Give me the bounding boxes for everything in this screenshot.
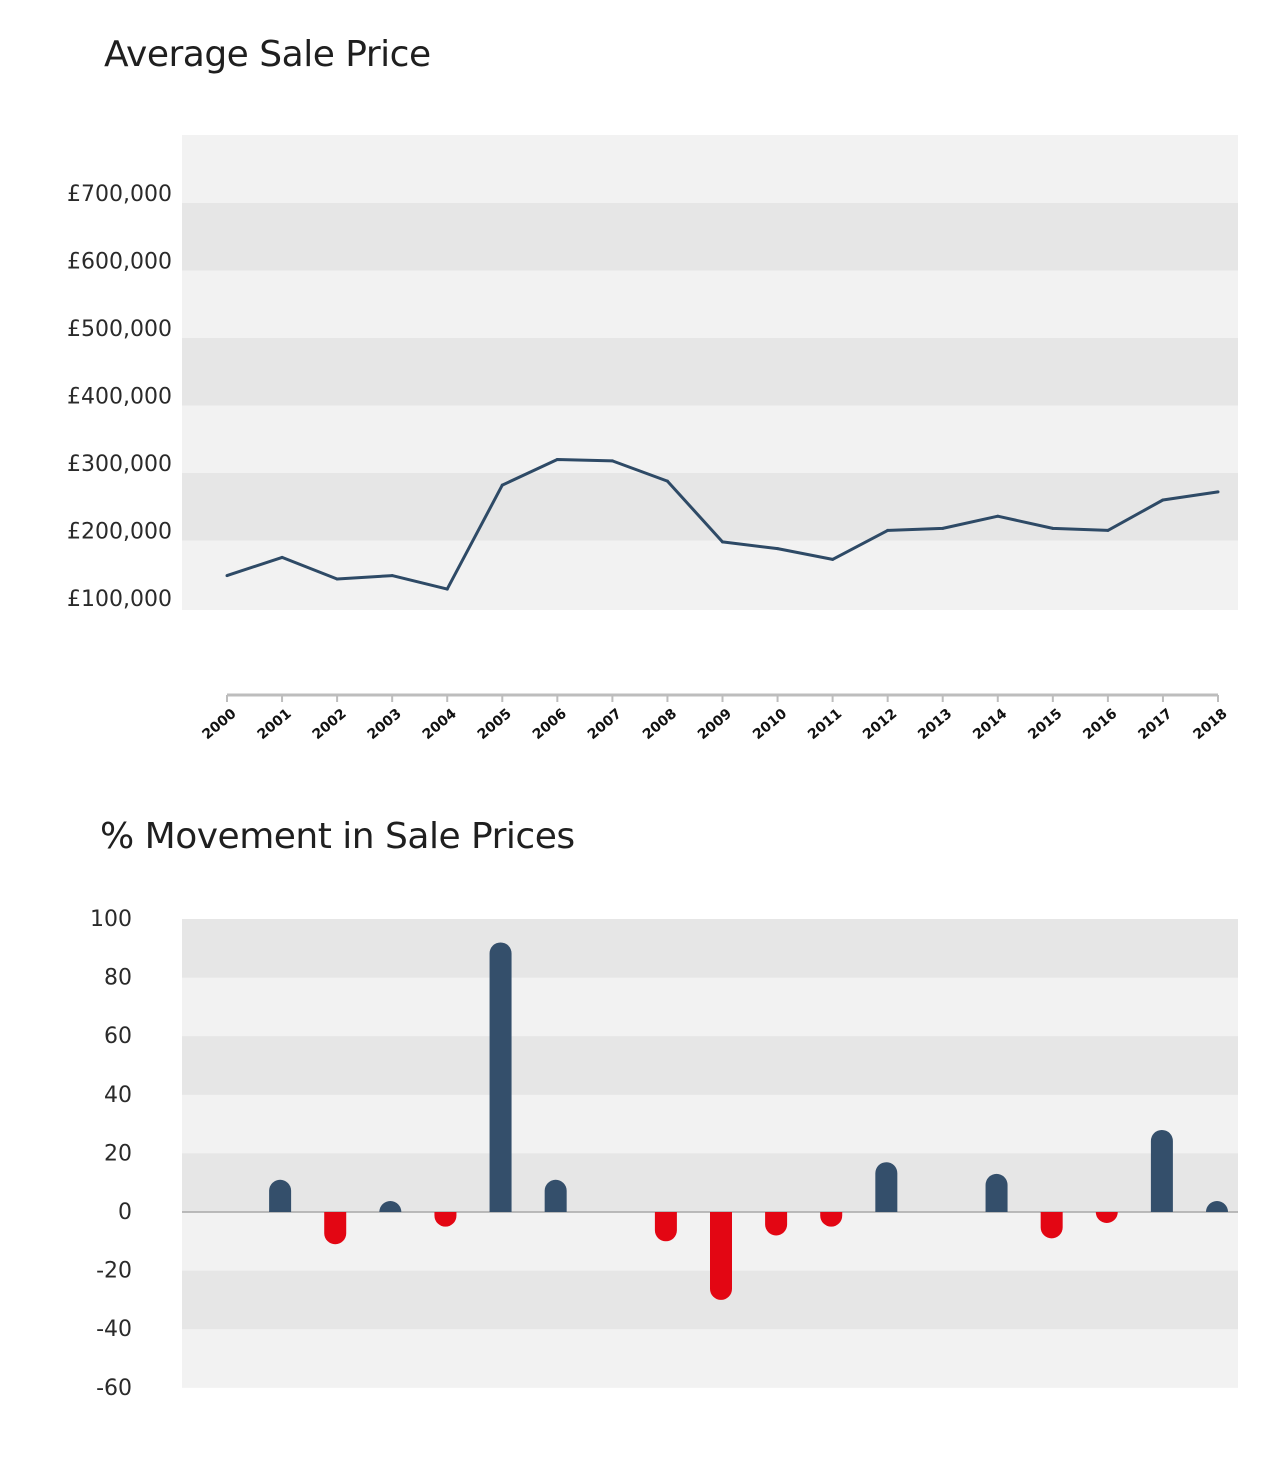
negative-bar — [654, 1212, 677, 1242]
negative-bar — [765, 1212, 788, 1236]
grid-band — [182, 338, 1238, 406]
negative-bar — [324, 1212, 347, 1245]
y-tick-label: 0 — [118, 1200, 132, 1225]
positive-bar — [1206, 1201, 1228, 1212]
y-tick-label: £300,000 — [67, 452, 172, 477]
price-line-chart: £100,000 £200,000 £300,000 £400,000 £500,000… — [67, 135, 1238, 743]
y-tick-label: 100 — [90, 907, 132, 932]
price-data-point — [1106, 528, 1110, 532]
y-tick-label: £400,000 — [67, 385, 172, 410]
grid-band — [182, 919, 1238, 978]
y-tick-label: -60 — [96, 1376, 132, 1401]
y-tick-label: 20 — [104, 1141, 132, 1166]
y-tick-label: £100,000 — [67, 587, 172, 612]
y-tick-label: -40 — [96, 1317, 132, 1342]
y-tick-label: £700,000 — [67, 182, 172, 207]
positive-bar — [379, 1201, 402, 1212]
price-data-point — [886, 528, 890, 532]
negative-bar — [820, 1212, 843, 1227]
price-data-point — [665, 479, 669, 483]
price-data-point — [1161, 498, 1165, 502]
price-chart-title: Average Sale Price — [104, 34, 431, 75]
price-data-point — [831, 557, 835, 561]
price-data-point — [390, 574, 394, 578]
price-data-point — [1216, 490, 1220, 494]
price-data-point — [776, 547, 780, 551]
positive-bar — [985, 1173, 1008, 1212]
negative-bar — [434, 1212, 457, 1227]
price-data-point — [555, 458, 559, 461]
movement-chart-title: % Movement in Sale Prices — [100, 816, 575, 857]
y-tick-label: £500,000 — [67, 317, 172, 342]
price-data-point — [500, 483, 504, 487]
positive-bar — [875, 1162, 898, 1212]
positive-bar — [544, 1179, 567, 1212]
grid-band — [182, 1153, 1238, 1212]
price-data-point — [941, 526, 945, 530]
price-data-point — [610, 459, 614, 463]
grid-band — [182, 203, 1238, 271]
positive-bar — [1150, 1129, 1173, 1212]
price-data-point — [445, 587, 449, 591]
price-data-point — [225, 574, 229, 578]
negative-bar — [710, 1212, 732, 1300]
y-tick-label: 40 — [104, 1083, 132, 1108]
positive-bar — [269, 1179, 292, 1212]
price-data-point — [280, 555, 284, 559]
price-data-point — [1051, 526, 1055, 530]
grid-band — [182, 1036, 1238, 1095]
negative-bar — [1040, 1212, 1063, 1239]
negative-bar — [1095, 1212, 1118, 1223]
y-tick-label: -20 — [96, 1259, 132, 1284]
y-tick-label: £200,000 — [67, 520, 172, 545]
price-data-point — [996, 514, 1000, 518]
price-data-point — [335, 577, 339, 581]
y-tick-label: 80 — [104, 966, 132, 991]
positive-bar — [489, 942, 512, 1212]
y-tick-label: 60 — [104, 1024, 132, 1049]
price-data-point — [721, 540, 724, 544]
y-tick-label: £600,000 — [67, 250, 172, 275]
